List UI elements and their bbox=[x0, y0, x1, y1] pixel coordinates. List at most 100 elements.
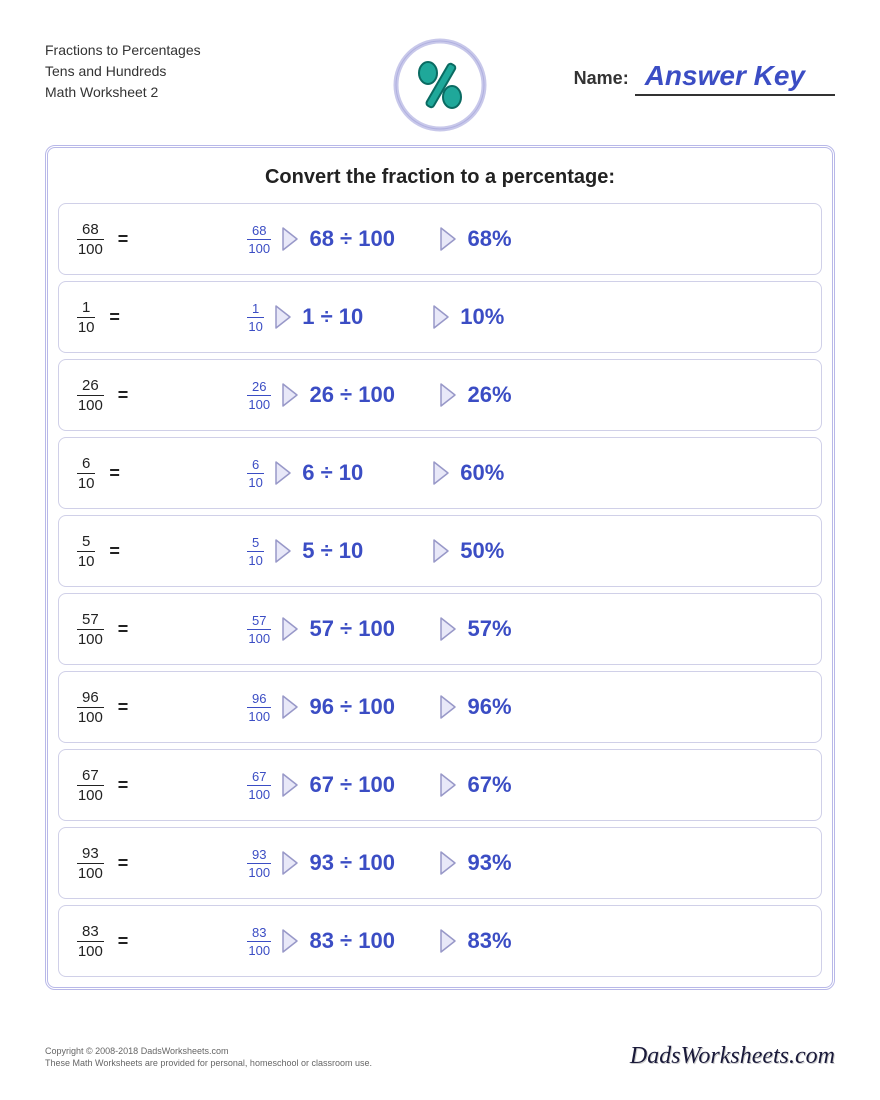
arrow-icon bbox=[439, 850, 457, 876]
arrow-icon bbox=[439, 772, 457, 798]
problem-lhs: 68100= bbox=[77, 222, 187, 257]
problem-row: 96100=9610096 ÷ 10096% bbox=[58, 671, 822, 743]
arrow-icon bbox=[439, 928, 457, 954]
arrow-icon bbox=[281, 694, 299, 720]
answer-numerator: 26 bbox=[247, 380, 271, 396]
percentage-result: 60% bbox=[460, 460, 530, 486]
problems-frame: Convert the fraction to a percentage: 68… bbox=[45, 145, 835, 990]
answer-zone: 9610096 ÷ 10096% bbox=[247, 692, 537, 723]
fraction-denominator: 100 bbox=[78, 708, 103, 725]
answer-denominator: 10 bbox=[248, 552, 262, 567]
fraction-denominator: 10 bbox=[78, 474, 95, 491]
percentage-result: 67% bbox=[467, 772, 537, 798]
name-label: Name: bbox=[574, 68, 629, 89]
copyright-line-1: Copyright © 2008-2018 DadsWorksheets.com bbox=[45, 1045, 372, 1058]
problem-fraction: 26100 bbox=[77, 378, 104, 413]
name-value: Answer Key bbox=[635, 60, 835, 96]
answer-fraction: 510 bbox=[247, 536, 264, 567]
division-expression: 96 ÷ 100 bbox=[309, 694, 429, 720]
fraction-numerator: 68 bbox=[77, 222, 104, 240]
problem-row: 68100=6810068 ÷ 10068% bbox=[58, 203, 822, 275]
problem-lhs: 26100 = bbox=[77, 378, 187, 413]
answer-numerator: 83 bbox=[247, 926, 271, 942]
answer-numerator: 96 bbox=[247, 692, 271, 708]
fraction-numerator: 1 bbox=[77, 300, 95, 318]
arrow-icon bbox=[439, 382, 457, 408]
answer-zone: 5710057 ÷ 10057% bbox=[247, 614, 537, 645]
percentage-result: 10% bbox=[460, 304, 530, 330]
division-expression: 68 ÷ 100 bbox=[309, 226, 429, 252]
fraction-numerator: 5 bbox=[77, 534, 95, 552]
arrow-icon bbox=[439, 226, 457, 252]
answer-fraction: 26100 bbox=[247, 380, 271, 411]
arrow-icon bbox=[281, 928, 299, 954]
problem-fraction: 110 bbox=[77, 300, 95, 335]
arrow-icon bbox=[432, 304, 450, 330]
equals-sign: = bbox=[109, 541, 120, 562]
answer-numerator: 67 bbox=[247, 770, 271, 786]
problem-row: 57100= 5710057 ÷ 10057% bbox=[58, 593, 822, 665]
title-line-3: Math Worksheet 2 bbox=[45, 82, 295, 103]
arrow-icon bbox=[274, 460, 292, 486]
division-expression: 67 ÷ 100 bbox=[309, 772, 429, 798]
answer-fraction: 67100 bbox=[247, 770, 271, 801]
fraction-denominator: 100 bbox=[78, 786, 103, 803]
fraction-numerator: 6 bbox=[77, 456, 95, 474]
answer-zone: 6106 ÷ 1060% bbox=[247, 458, 530, 489]
arrow-icon bbox=[432, 460, 450, 486]
fraction-numerator: 26 bbox=[77, 378, 104, 396]
fraction-denominator: 10 bbox=[78, 318, 95, 335]
problem-fraction: 67100 bbox=[77, 768, 104, 803]
problem-fraction: 83100 bbox=[77, 924, 104, 959]
problem-lhs: 110= bbox=[77, 300, 187, 335]
division-expression: 93 ÷ 100 bbox=[309, 850, 429, 876]
answer-numerator: 57 bbox=[247, 614, 271, 630]
percentage-result: 68% bbox=[467, 226, 537, 252]
title-block: Fractions to Percentages Tens and Hundre… bbox=[45, 40, 295, 103]
equals-sign: = bbox=[118, 931, 129, 952]
equals-sign: = bbox=[118, 853, 129, 874]
problem-lhs: 57100= bbox=[77, 612, 187, 647]
answer-denominator: 100 bbox=[248, 864, 270, 879]
problem-row: 83100=8310083 ÷ 10083% bbox=[58, 905, 822, 977]
problem-row: 93100=93 100 93 ÷ 100 93% bbox=[58, 827, 822, 899]
answer-zone: 9310093 ÷ 10093% bbox=[247, 848, 537, 879]
instruction-text: Convert the fraction to a percentage: bbox=[58, 166, 822, 189]
percent-badge-icon bbox=[390, 35, 490, 140]
problem-row: 110=1101 ÷ 1010% bbox=[58, 281, 822, 353]
answer-denominator: 10 bbox=[248, 318, 262, 333]
answer-fraction: 57100 bbox=[247, 614, 271, 645]
arrow-icon bbox=[274, 304, 292, 330]
equals-sign: = bbox=[118, 385, 129, 406]
fraction-numerator: 96 bbox=[77, 690, 104, 708]
problem-lhs: 610= bbox=[77, 456, 187, 491]
answer-zone: 68100 68 ÷ 100 68% bbox=[247, 224, 537, 255]
division-expression: 83 ÷ 100 bbox=[309, 928, 429, 954]
fraction-denominator: 100 bbox=[78, 630, 103, 647]
title-line-1: Fractions to Percentages bbox=[45, 40, 295, 61]
equals-sign: = bbox=[118, 697, 129, 718]
answer-denominator: 100 bbox=[248, 240, 270, 255]
arrow-icon bbox=[439, 694, 457, 720]
answer-zone: 2610026 ÷ 10026% bbox=[247, 380, 537, 411]
fraction-denominator: 100 bbox=[78, 396, 103, 413]
answer-fraction: 83100 bbox=[247, 926, 271, 957]
arrow-icon bbox=[274, 538, 292, 564]
arrow-icon bbox=[281, 772, 299, 798]
answer-numerator: 1 bbox=[247, 302, 264, 318]
name-field: Name: Answer Key bbox=[574, 60, 835, 96]
copyright-line-2: These Math Worksheets are provided for p… bbox=[45, 1057, 372, 1070]
page-footer: Copyright © 2008-2018 DadsWorksheets.com… bbox=[45, 1043, 835, 1070]
brand-logo: DadsWorksheets.com bbox=[630, 1043, 835, 1070]
problem-lhs: 93100= bbox=[77, 846, 187, 881]
percentage-result: 26% bbox=[467, 382, 537, 408]
fraction-numerator: 93 bbox=[77, 846, 104, 864]
answer-fraction: 68100 bbox=[247, 224, 271, 255]
percentage-result: 93% bbox=[467, 850, 537, 876]
fraction-denominator: 10 bbox=[78, 552, 95, 569]
answer-numerator: 6 bbox=[247, 458, 264, 474]
problem-fraction: 96100 bbox=[77, 690, 104, 725]
title-line-2: Tens and Hundreds bbox=[45, 61, 295, 82]
division-expression: 6 ÷ 10 bbox=[302, 460, 422, 486]
problem-row: 26100=2610026 ÷ 10026% bbox=[58, 359, 822, 431]
